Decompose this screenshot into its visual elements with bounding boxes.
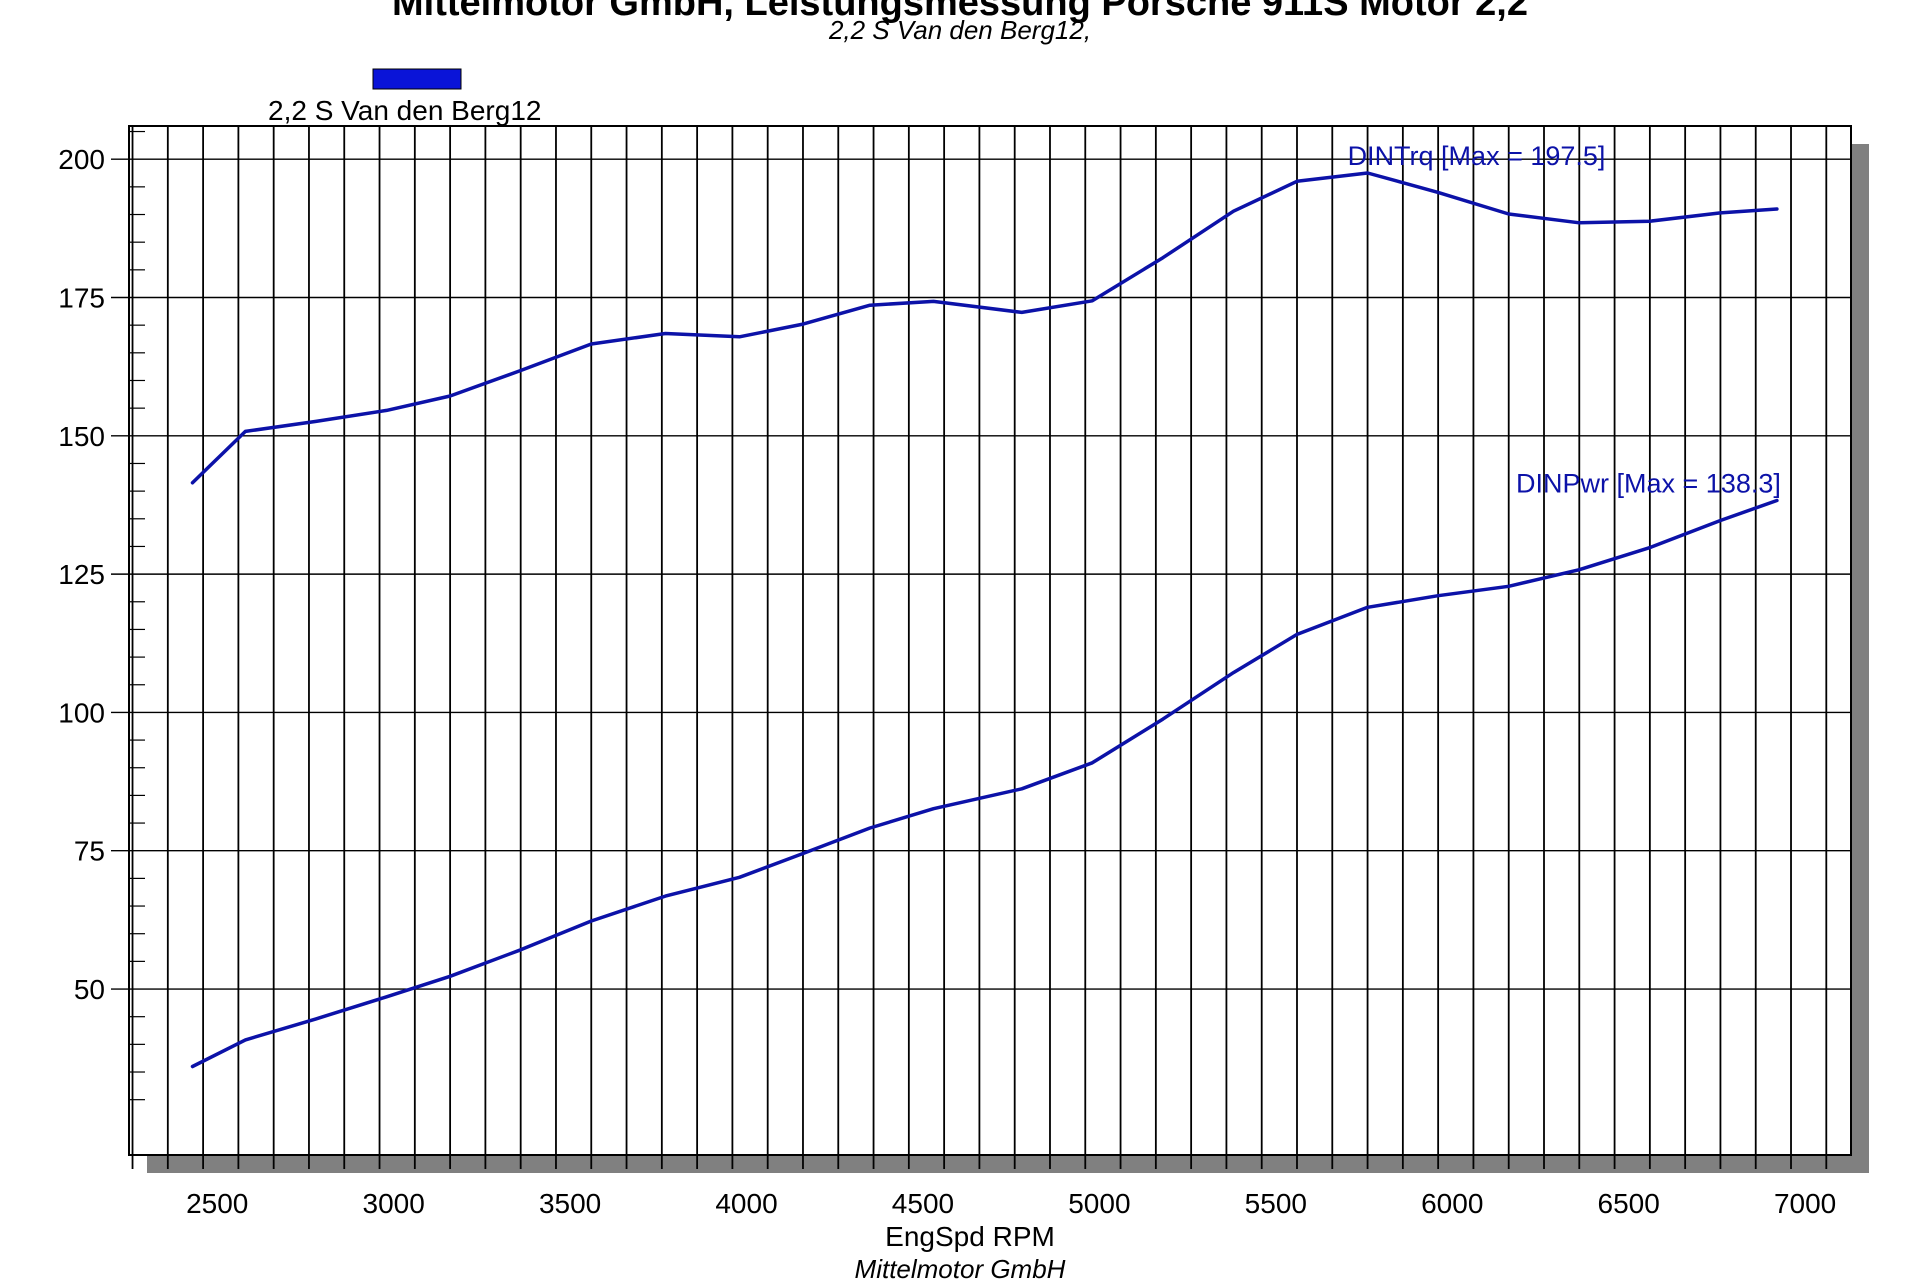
- y-minor-ticks: [129, 130, 145, 1101]
- x-tick-label: 4500: [892, 1188, 954, 1219]
- x-axis-label: EngSpd RPM: [885, 1221, 1055, 1252]
- y-axis-tick-labels: 50 75 100 125 150 175 200: [58, 144, 105, 1005]
- horizontal-gridlines: [111, 158, 1851, 990]
- chart-subtitle: 2,2 S Van den Berg12,: [828, 15, 1092, 45]
- y-tick-label: 100: [58, 697, 105, 728]
- chart-footer: Mittelmotor GmbH: [854, 1254, 1066, 1284]
- x-tick-label: 7000: [1774, 1188, 1836, 1219]
- series-lines: [190, 171, 1779, 1069]
- plot-shadow-right: [1851, 144, 1869, 1173]
- plot-shadow-bottom: [147, 1155, 1869, 1173]
- series-labels: DINTrq [Max = 197.5] DINPwr [Max = 138.3]: [1348, 141, 1781, 499]
- x-tick-label: 3500: [539, 1188, 601, 1219]
- series-label-1: DINTrq [Max = 197.5]: [1348, 141, 1606, 171]
- vertical-gridlines: [131, 126, 1828, 1169]
- x-tick-label: 2500: [186, 1188, 248, 1219]
- chart-title: Mittelmotor GmbH, Leistungsmessung Porsc…: [391, 0, 1528, 24]
- x-tick-label: 5000: [1068, 1188, 1130, 1219]
- x-tick-label: 5500: [1245, 1188, 1307, 1219]
- y-tick-label: 75: [74, 836, 105, 867]
- y-tick-label: 125: [58, 559, 105, 590]
- legend-swatch: [372, 68, 462, 90]
- y-tick-label: 175: [58, 283, 105, 314]
- y-tick-label: 150: [58, 421, 105, 452]
- series-label-2: DINPwr [Max = 138.3]: [1516, 469, 1781, 499]
- x-tick-label: 6000: [1421, 1188, 1483, 1219]
- y-tick-label: 50: [74, 974, 105, 1005]
- x-tick-label: 6500: [1598, 1188, 1660, 1219]
- x-tick-label: 4000: [715, 1188, 777, 1219]
- x-tick-label: 3000: [363, 1188, 425, 1219]
- series-line-1: [190, 171, 1779, 485]
- plot-area: [128, 125, 1852, 1156]
- y-tick-label: 200: [58, 144, 105, 175]
- x-axis-tick-labels: 2500 3000 3500 4000 4500 5000 5500 6000 6500 7000: [186, 1188, 1836, 1219]
- legend-label: 2,2 S Van den Berg12: [268, 95, 541, 126]
- series-line-2: [190, 498, 1779, 1069]
